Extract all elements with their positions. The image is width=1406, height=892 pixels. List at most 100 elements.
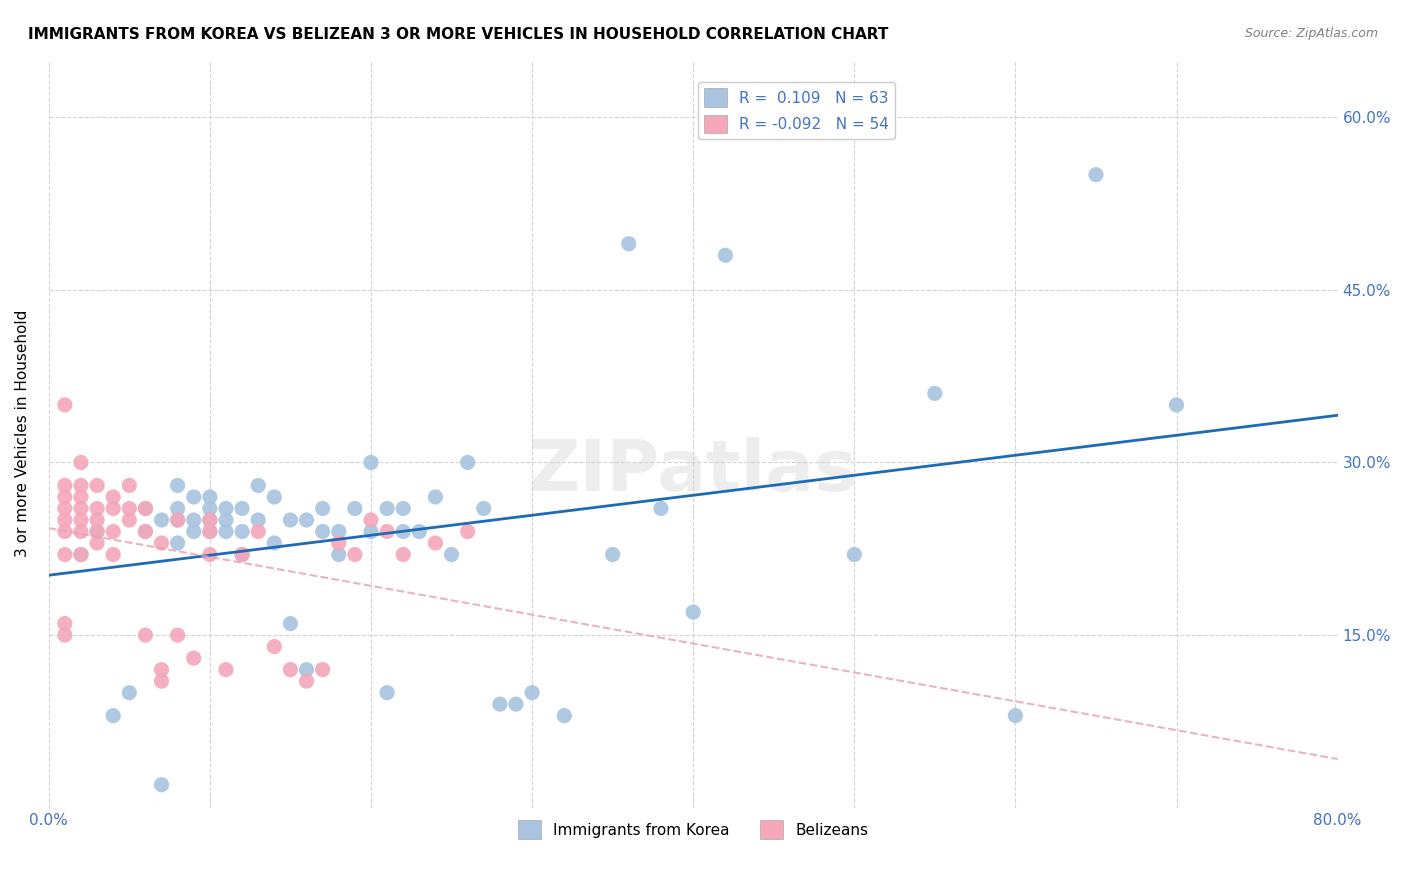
Point: [103, 708, 125, 723]
Point: [714, 248, 737, 262]
Point: [215, 663, 238, 677]
Point: [198, 548, 221, 562]
Point: [150, 663, 173, 677]
Legend: Immigrants from Korea, Belizeans: Immigrants from Korea, Belizeans: [512, 814, 875, 845]
Point: [166, 513, 188, 527]
Point: [53, 398, 76, 412]
Point: [70, 455, 93, 469]
Point: [166, 501, 188, 516]
Point: [134, 628, 156, 642]
Point: [53, 490, 76, 504]
Point: [328, 548, 350, 562]
Point: [86, 524, 108, 539]
Point: [150, 536, 173, 550]
Point: [360, 513, 382, 527]
Y-axis label: 3 or more Vehicles in Household: 3 or more Vehicles in Household: [15, 310, 30, 558]
Point: [134, 524, 156, 539]
Point: [247, 513, 270, 527]
Text: ZIPatlas: ZIPatlas: [529, 436, 858, 506]
Point: [489, 697, 512, 711]
Point: [198, 524, 221, 539]
Point: [1166, 398, 1188, 412]
Point: [392, 524, 415, 539]
Point: [1004, 708, 1026, 723]
Point: [183, 490, 205, 504]
Point: [247, 524, 270, 539]
Point: [70, 524, 93, 539]
Point: [118, 478, 141, 492]
Point: [134, 501, 156, 516]
Point: [118, 501, 141, 516]
Text: IMMIGRANTS FROM KOREA VS BELIZEAN 3 OR MORE VEHICLES IN HOUSEHOLD CORRELATION CH: IMMIGRANTS FROM KOREA VS BELIZEAN 3 OR M…: [28, 27, 889, 42]
Point: [103, 524, 125, 539]
Point: [103, 548, 125, 562]
Point: [70, 478, 93, 492]
Point: [360, 524, 382, 539]
Point: [328, 536, 350, 550]
Text: Source: ZipAtlas.com: Source: ZipAtlas.com: [1244, 27, 1378, 40]
Point: [343, 548, 366, 562]
Point: [472, 501, 495, 516]
Point: [53, 478, 76, 492]
Point: [86, 524, 108, 539]
Point: [682, 605, 704, 619]
Point: [295, 513, 318, 527]
Point: [70, 513, 93, 527]
Point: [53, 548, 76, 562]
Point: [53, 628, 76, 642]
Point: [1084, 168, 1107, 182]
Point: [311, 524, 333, 539]
Point: [343, 501, 366, 516]
Point: [280, 513, 302, 527]
Point: [183, 524, 205, 539]
Point: [103, 501, 125, 516]
Point: [198, 513, 221, 527]
Point: [183, 513, 205, 527]
Point: [215, 513, 238, 527]
Point: [166, 628, 188, 642]
Point: [166, 536, 188, 550]
Point: [924, 386, 946, 401]
Point: [134, 524, 156, 539]
Point: [215, 501, 238, 516]
Point: [375, 686, 398, 700]
Point: [247, 478, 270, 492]
Point: [440, 548, 463, 562]
Point: [86, 501, 108, 516]
Point: [198, 513, 221, 527]
Point: [392, 548, 415, 562]
Point: [70, 548, 93, 562]
Point: [86, 478, 108, 492]
Point: [457, 524, 479, 539]
Point: [215, 524, 238, 539]
Point: [617, 236, 640, 251]
Point: [392, 501, 415, 516]
Point: [70, 548, 93, 562]
Point: [150, 778, 173, 792]
Point: [425, 536, 447, 550]
Point: [650, 501, 672, 516]
Point: [520, 686, 543, 700]
Point: [311, 501, 333, 516]
Point: [53, 524, 76, 539]
Point: [166, 513, 188, 527]
Point: [844, 548, 866, 562]
Point: [602, 548, 624, 562]
Point: [425, 490, 447, 504]
Point: [198, 490, 221, 504]
Point: [360, 455, 382, 469]
Point: [198, 501, 221, 516]
Point: [166, 478, 188, 492]
Point: [231, 501, 253, 516]
Point: [183, 651, 205, 665]
Point: [118, 686, 141, 700]
Point: [295, 663, 318, 677]
Point: [231, 524, 253, 539]
Point: [231, 548, 253, 562]
Point: [86, 513, 108, 527]
Point: [311, 663, 333, 677]
Point: [553, 708, 575, 723]
Point: [263, 536, 285, 550]
Point: [53, 513, 76, 527]
Point: [505, 697, 527, 711]
